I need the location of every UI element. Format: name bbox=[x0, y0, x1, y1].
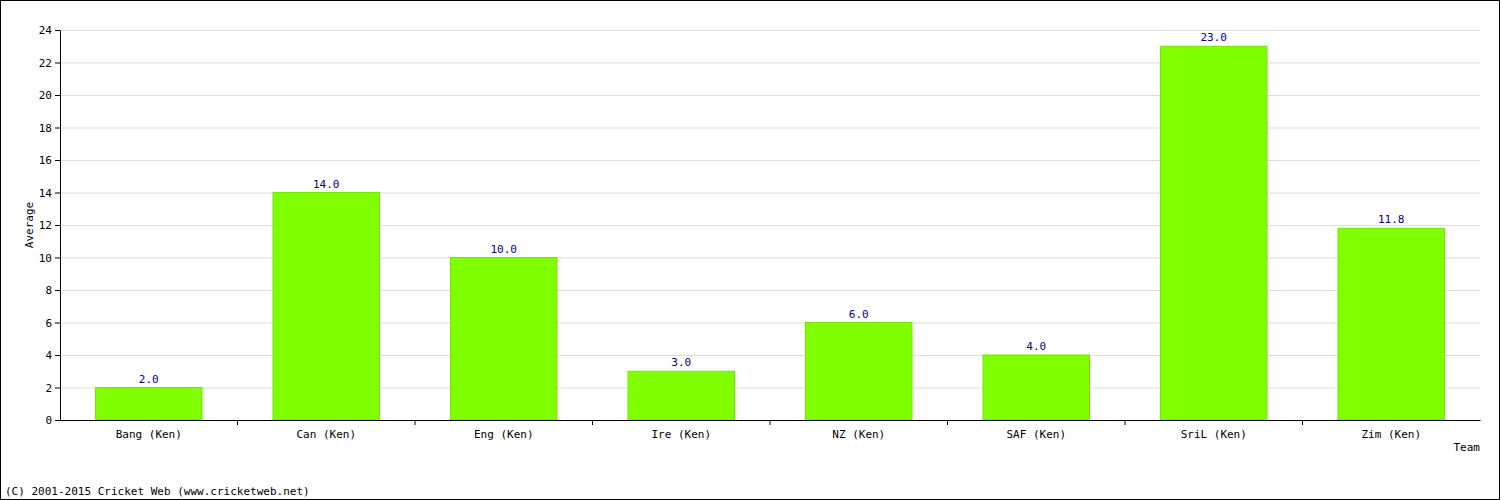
y-tick: 24 bbox=[39, 24, 60, 37]
y-tick: 20 bbox=[39, 89, 60, 102]
y-tick: 2 bbox=[45, 382, 60, 395]
x-separator bbox=[237, 420, 238, 425]
x-tick-label: Zim (Ken) bbox=[1361, 428, 1421, 441]
data-label: 4.0 bbox=[1026, 340, 1046, 353]
y-tick-label: 20 bbox=[39, 89, 52, 102]
bar bbox=[1338, 228, 1445, 420]
y-tick-label: 18 bbox=[39, 122, 52, 135]
x-tick: Bang (Ken) bbox=[116, 420, 182, 441]
x-tick-label: Bang (Ken) bbox=[116, 428, 182, 441]
bar bbox=[451, 258, 558, 421]
x-tick: Ire (Ken) bbox=[651, 420, 711, 441]
data-label: 3.0 bbox=[671, 356, 691, 369]
y-tick-mark bbox=[55, 63, 60, 64]
bar bbox=[806, 323, 913, 421]
x-separator bbox=[947, 420, 948, 425]
y-tick-mark bbox=[55, 388, 60, 389]
y-tick-mark bbox=[55, 225, 60, 226]
data-label: 14.0 bbox=[313, 178, 340, 191]
y-tick: 22 bbox=[39, 57, 60, 70]
x-tick-label: SAF (Ken) bbox=[1006, 428, 1066, 441]
y-tick-mark bbox=[55, 30, 60, 31]
y-tick-label: 22 bbox=[39, 57, 52, 70]
x-tick-label: Can (Ken) bbox=[296, 428, 356, 441]
x-tick: SAF (Ken) bbox=[1006, 420, 1066, 441]
x-separator bbox=[592, 420, 593, 425]
y-tick-mark bbox=[55, 258, 60, 259]
data-label: 11.8 bbox=[1378, 213, 1405, 226]
x-separator bbox=[1302, 420, 1303, 425]
y-tick: 4 bbox=[45, 349, 60, 362]
y-tick-label: 0 bbox=[45, 414, 52, 427]
x-tick-label: Ire (Ken) bbox=[651, 428, 711, 441]
frame bbox=[1, 1, 1500, 500]
x-tick: Zim (Ken) bbox=[1361, 420, 1421, 441]
x-axis-title: Team bbox=[1454, 441, 1481, 454]
plot: 024681012141618202224Bang (Ken)Can (Ken)… bbox=[39, 24, 1481, 441]
y-tick: 12 bbox=[39, 219, 60, 232]
x-tick-label: Eng (Ken) bbox=[474, 428, 534, 441]
y-tick-label: 8 bbox=[45, 284, 52, 297]
y-tick-label: 2 bbox=[45, 382, 52, 395]
bars bbox=[96, 46, 1445, 420]
y-tick-mark bbox=[55, 355, 60, 356]
bar bbox=[983, 355, 1090, 420]
bar bbox=[1161, 46, 1268, 420]
y-tick-label: 6 bbox=[45, 317, 52, 330]
y-tick: 18 bbox=[39, 122, 60, 135]
credit: (C) 2001-2015 Cricket Web (www.cricketwe… bbox=[5, 485, 310, 498]
bar bbox=[96, 388, 203, 421]
x-tick: Can (Ken) bbox=[296, 420, 356, 441]
y-tick-mark bbox=[55, 193, 60, 194]
chart: 024681012141618202224Bang (Ken)Can (Ken)… bbox=[0, 0, 1500, 500]
x-separator bbox=[770, 420, 771, 425]
y-axis-title: Average bbox=[23, 202, 36, 248]
x-separator bbox=[1125, 420, 1126, 425]
y-axis-line bbox=[55, 31, 61, 421]
x-axis: Bang (Ken) Can (Ken) Eng (Ken) Ire (Ken) NZ … bbox=[61, 420, 1481, 441]
y-tick-label: 24 bbox=[39, 24, 53, 37]
y-tick-mark bbox=[55, 290, 60, 291]
y-tick: 10 bbox=[39, 252, 60, 265]
data-label: 2.0 bbox=[139, 373, 159, 386]
bar bbox=[273, 193, 380, 421]
y-tick-label: 16 bbox=[39, 154, 52, 167]
data-label: 6.0 bbox=[849, 308, 869, 321]
y-tick: 0 bbox=[45, 414, 60, 427]
y-axis: 024681012141618202224 bbox=[39, 24, 61, 427]
data-label: 10.0 bbox=[491, 243, 518, 256]
y-tick-label: 12 bbox=[39, 219, 52, 232]
grid-line bbox=[60, 30, 1480, 31]
y-tick-mark bbox=[55, 323, 60, 324]
x-tick: NZ (Ken) bbox=[832, 420, 885, 441]
x-separators bbox=[238, 420, 1303, 425]
x-tick-label: NZ (Ken) bbox=[832, 428, 885, 441]
y-tick-mark bbox=[55, 160, 60, 161]
bar bbox=[628, 371, 735, 420]
y-tick: 16 bbox=[39, 154, 60, 167]
y-tick: 8 bbox=[45, 284, 60, 297]
y-tick: 14 bbox=[39, 187, 60, 200]
x-tick-label: SriL (Ken) bbox=[1181, 428, 1247, 441]
y-tick-mark bbox=[55, 420, 60, 421]
x-tick: SriL (Ken) bbox=[1181, 420, 1247, 441]
y-tick-label: 10 bbox=[39, 252, 52, 265]
data-label: 23.0 bbox=[1201, 31, 1228, 44]
y-tick-mark bbox=[55, 128, 60, 129]
data-labels: 2.0 14.0 10.0 3.0 6.0 4.0 23.0 11.8 bbox=[139, 31, 1405, 385]
x-separator bbox=[415, 420, 416, 425]
y-tick-mark bbox=[55, 95, 60, 96]
y-tick-label: 14 bbox=[39, 187, 53, 200]
y-tick-label: 4 bbox=[45, 349, 52, 362]
grid bbox=[60, 31, 1480, 421]
y-tick: 6 bbox=[45, 317, 60, 330]
x-tick: Eng (Ken) bbox=[474, 420, 534, 441]
